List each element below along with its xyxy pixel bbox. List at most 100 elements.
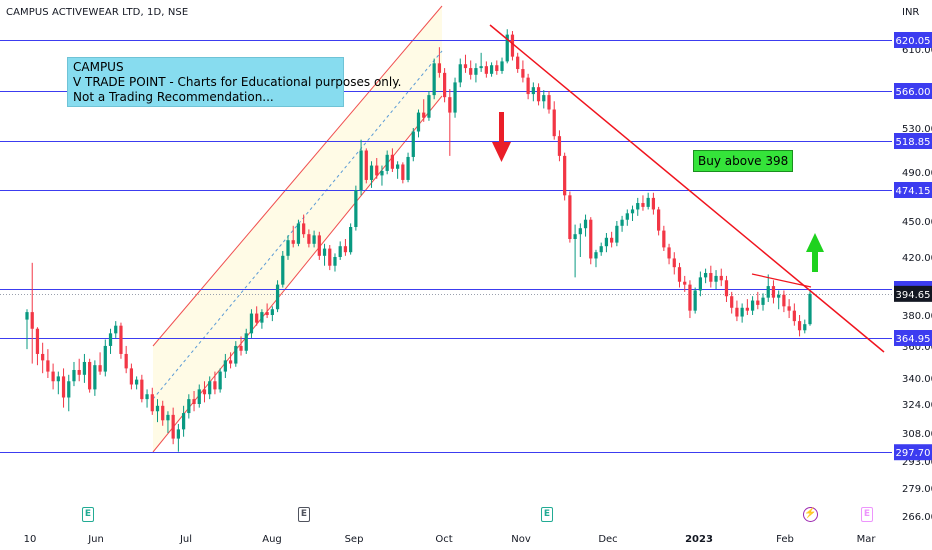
candle [36,327,39,365]
candle-body [788,306,791,310]
lightning-event-icon[interactable]: ⚡ [803,507,818,522]
candle-body [260,312,263,323]
candle-body [626,213,629,219]
candle [281,251,284,288]
candle-body [730,296,733,308]
candle-body [563,156,566,195]
candle-body [333,257,336,266]
candle-body [140,380,143,400]
candle [323,244,326,266]
candle [808,290,811,325]
candle [135,376,138,389]
candle-body [636,203,639,209]
earnings-icon[interactable]: E [82,507,94,522]
disclaimer-note: CAMPUS V TRADE POINT - Charts for Educat… [67,57,344,107]
candle-body [292,240,295,244]
candle [573,225,576,278]
candle [803,320,806,334]
candle [772,280,775,303]
earnings-icon[interactable]: E [861,507,873,522]
candle [537,83,540,105]
candle-body [119,326,122,354]
candle-body [365,151,368,180]
candle-body [678,267,681,282]
candle-body [57,376,60,381]
candle-body [354,190,357,227]
candle-body [558,136,561,156]
candle-body [527,78,530,94]
level-price-label: 566.00 [896,87,931,98]
candle-body [667,247,670,258]
candle [276,280,279,312]
candle-body [793,311,796,321]
candle-body [720,276,723,280]
candle-body [464,64,467,68]
candle [667,244,670,264]
candle-body [688,285,691,311]
arrows [492,112,824,272]
candle [271,306,274,321]
candle [62,368,65,407]
candle-body [349,227,352,252]
y-tick-label: 450.00 [902,217,932,228]
level-price-label: 620.05 [896,36,931,47]
candle [584,215,587,237]
candle-body [532,87,535,94]
candle-body [767,286,770,298]
candle-body [401,164,404,179]
level-price-label: 518.85 [896,137,931,148]
price-axis[interactable]: 266.00279.00293.00308.00324.00340.00360.… [894,32,932,523]
candle-body [109,333,112,346]
candle [464,55,467,73]
candle [51,364,54,390]
candle-body [798,321,801,330]
candle [333,253,336,271]
candle-body [746,308,749,311]
candle-body [98,365,101,371]
candle [328,245,331,270]
candle [720,269,723,286]
candle-body [427,95,430,118]
candle [474,63,477,82]
candle-body [777,295,780,298]
x-tick-label: Aug [262,534,282,545]
candle-body [166,415,169,420]
candle-body [500,61,503,71]
candle [547,91,550,114]
candle [620,216,623,232]
down-arrow [492,112,511,162]
candle [417,110,420,138]
candle-body [751,301,754,311]
candle-body [453,82,456,112]
candle [699,272,702,297]
candle [88,359,91,393]
candle [641,195,644,210]
candle [589,217,592,264]
candle-body [741,308,744,317]
earnings-icon[interactable]: E [298,507,310,522]
level-price-label: 364.95 [896,334,931,345]
candle-body [229,360,232,363]
candle [219,368,222,392]
candle-body [631,209,634,213]
up-arrow [806,233,824,272]
candle-body [114,326,117,334]
candle-body [67,381,70,397]
candle-body [485,66,488,74]
candle-body [417,113,420,132]
candle-body [72,370,75,381]
candle [673,252,676,274]
earnings-icon[interactable]: E [541,507,553,522]
candle-body [469,68,472,75]
candle-body [422,113,425,118]
candle-body [542,95,545,101]
candle [459,59,462,88]
time-axis[interactable]: 10JunJulAugSepOctNovDec2023FebMar [24,534,877,545]
candle-body [375,166,378,176]
level-price-badge: 474.15 [894,182,932,198]
candle-body [605,238,608,246]
candle-body [600,246,603,252]
candle [761,293,764,310]
candle [145,389,148,407]
candle-body [573,234,576,239]
